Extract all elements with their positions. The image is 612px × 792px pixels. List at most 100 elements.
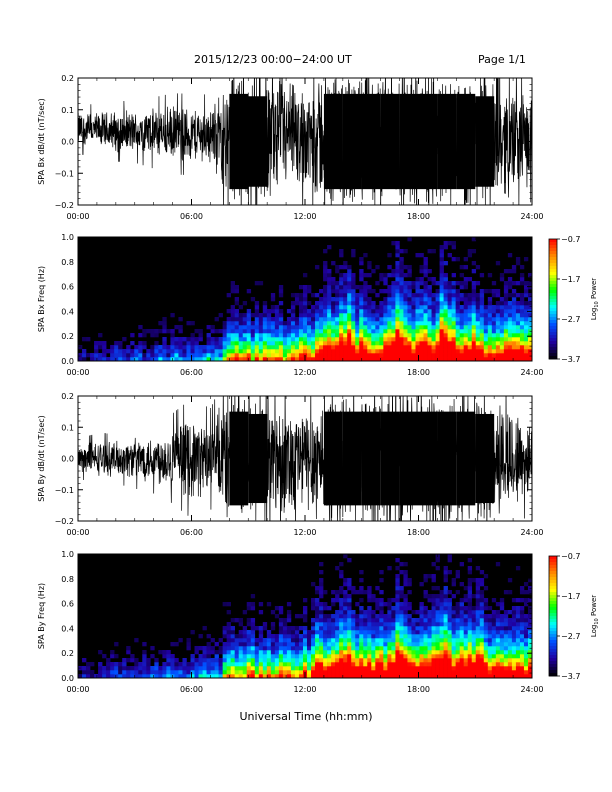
- spectrogram-cell: [106, 658, 111, 663]
- spectrogram-cell: [226, 674, 231, 679]
- spectrogram-cell: [335, 618, 340, 623]
- spectrogram-cell: [495, 626, 501, 631]
- spectrogram-cell: [134, 349, 139, 354]
- spectrogram-cell: [391, 634, 396, 639]
- spectrogram-cell: [503, 670, 509, 675]
- spectrogram-cell: [154, 357, 159, 362]
- spectrogram-cell: [347, 329, 352, 334]
- spectrogram-cell: [290, 341, 296, 346]
- spectrogram-cell: [395, 566, 400, 571]
- spectrogram-cell: [483, 321, 489, 326]
- colorbar-segment: [549, 248, 557, 252]
- spectrogram-cell: [387, 273, 392, 278]
- spectrogram-cell: [479, 638, 485, 643]
- spectrogram-cell: [391, 321, 396, 326]
- spectrogram-cell: [407, 353, 412, 358]
- spectrogram-cell: [339, 626, 344, 631]
- spectrogram-cell: [343, 610, 348, 615]
- spectrogram-cell: [383, 614, 388, 619]
- spectrogram-cell: [210, 650, 215, 655]
- spectrogram-cell: [463, 313, 469, 318]
- spectrogram-cell: [311, 345, 316, 350]
- spectrogram-cell: [286, 634, 292, 639]
- colorbar-segment: [549, 308, 557, 312]
- spectrogram-cell: [495, 666, 501, 671]
- spectrogram-cell: [519, 297, 525, 302]
- spectrogram-cell: [323, 662, 328, 667]
- spectrogram-cell: [218, 349, 223, 354]
- spectrogram-cell: [487, 325, 493, 330]
- spectrogram-cell: [455, 642, 460, 647]
- spectrogram-cell: [154, 329, 159, 334]
- spectrogram-cell: [491, 317, 497, 322]
- spectrogram-cell: [403, 349, 408, 354]
- spectrogram-cell: [182, 670, 187, 675]
- spectrogram-cell: [407, 602, 412, 607]
- spectrogram-cell: [403, 289, 408, 294]
- spectrogram-cell: [423, 590, 428, 595]
- spectrogram-cell: [515, 638, 521, 643]
- spectrogram-cell: [419, 674, 424, 679]
- spectrogram-cell: [98, 650, 103, 655]
- spectrogram-cell: [375, 265, 380, 270]
- spectrogram-cell: [323, 638, 328, 643]
- waveform-dense-band: [399, 411, 419, 506]
- spectrogram-cell: [519, 650, 525, 655]
- spectrogram-cell: [319, 658, 324, 663]
- spectrogram-cell: [379, 642, 384, 647]
- spectrogram-cell: [435, 337, 440, 342]
- spectrogram-cell: [351, 662, 356, 667]
- spectrogram-cell: [170, 313, 175, 318]
- spectrogram-cell: [491, 658, 497, 663]
- spectrogram-cell: [198, 646, 203, 651]
- spectrogram-cell: [114, 341, 119, 346]
- spectrogram-cell: [347, 269, 352, 274]
- spectrogram-cell: [523, 582, 529, 587]
- colorbar-segment: [549, 263, 557, 267]
- spectrogram-cell: [459, 333, 464, 338]
- spectrogram-cell: [499, 670, 505, 675]
- spectrogram-cell: [515, 654, 521, 659]
- spectrogram-cell: [359, 598, 364, 603]
- spectrogram-cell: [290, 305, 296, 310]
- spectrogram-cell: [206, 357, 211, 362]
- x-tick-label: 24:00: [520, 368, 543, 377]
- spectrogram-cell: [387, 305, 392, 310]
- spectrogram-cell: [435, 558, 440, 563]
- spectrogram-cell: [519, 626, 525, 631]
- spectrogram-cell: [399, 666, 404, 671]
- spectrogram-cell: [238, 646, 244, 651]
- spectrogram-cell: [399, 606, 404, 611]
- spectrogram-cell: [335, 638, 340, 643]
- spectrogram-cell: [435, 666, 440, 671]
- spectrogram-cell: [214, 341, 219, 346]
- spectrogram-cell: [242, 337, 248, 342]
- spectrogram-cell: [419, 666, 424, 671]
- spectrogram-cell: [527, 618, 533, 623]
- spectrogram-cell: [383, 277, 388, 282]
- spectrogram-cell: [250, 349, 256, 354]
- spectrogram-cell: [266, 329, 272, 334]
- spectrogram-cell: [519, 666, 525, 671]
- spectrogram-cell: [158, 321, 163, 326]
- spectrogram-cell: [503, 305, 509, 310]
- spectrogram-cell: [274, 650, 280, 655]
- spectrogram-cell: [214, 658, 219, 663]
- spectrogram-cell: [407, 614, 412, 619]
- spectrogram-cell: [455, 622, 460, 627]
- spectrogram-cell: [443, 666, 448, 671]
- spectrogram-cell: [503, 654, 509, 659]
- spectrogram-cell: [307, 349, 312, 354]
- spectrogram-cell: [178, 349, 183, 354]
- spectrogram-cell: [355, 337, 360, 342]
- spectrogram-cell: [286, 317, 292, 322]
- spectrogram-cell: [403, 305, 408, 310]
- spectrogram-cell: [495, 614, 501, 619]
- spectrogram-cell: [499, 650, 505, 655]
- spectrogram-cell: [323, 634, 328, 639]
- spectrogram-cell: [455, 341, 460, 346]
- spectrogram-cell: [254, 654, 260, 659]
- spectrogram-cell: [387, 329, 392, 334]
- spectrogram-cell: [343, 345, 348, 350]
- spectrogram-cell: [315, 293, 320, 298]
